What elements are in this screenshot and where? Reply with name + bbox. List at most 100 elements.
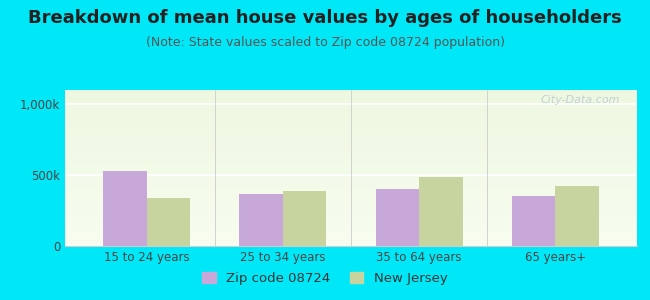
Bar bbox=[65, 169, 637, 170]
Bar bbox=[65, 142, 637, 143]
Bar bbox=[65, 226, 637, 227]
Bar bbox=[65, 114, 637, 115]
Legend: Zip code 08724, New Jersey: Zip code 08724, New Jersey bbox=[197, 267, 453, 290]
Bar bbox=[65, 197, 637, 198]
Bar bbox=[147, 198, 190, 246]
Bar bbox=[283, 191, 326, 246]
Bar bbox=[65, 219, 637, 220]
Bar bbox=[65, 208, 637, 209]
Bar bbox=[65, 231, 637, 232]
Bar bbox=[65, 116, 637, 117]
Bar bbox=[65, 183, 637, 184]
Bar bbox=[65, 113, 637, 114]
Bar bbox=[65, 189, 637, 190]
Bar bbox=[65, 108, 637, 109]
Bar bbox=[65, 146, 637, 147]
Bar bbox=[65, 222, 637, 223]
Bar bbox=[65, 147, 637, 148]
Bar bbox=[65, 241, 637, 242]
Bar bbox=[65, 203, 637, 204]
Bar bbox=[65, 178, 637, 179]
Bar bbox=[65, 128, 637, 129]
Bar bbox=[65, 229, 637, 230]
Bar bbox=[65, 151, 637, 152]
Bar bbox=[65, 196, 637, 197]
Bar bbox=[65, 165, 637, 166]
Bar bbox=[555, 186, 599, 246]
Bar bbox=[65, 155, 637, 156]
Bar bbox=[65, 144, 637, 145]
Bar bbox=[65, 122, 637, 123]
Bar bbox=[65, 125, 637, 126]
Text: Breakdown of mean house values by ages of householders: Breakdown of mean house values by ages o… bbox=[28, 9, 622, 27]
Bar bbox=[65, 136, 637, 137]
Bar bbox=[65, 223, 637, 224]
Bar bbox=[65, 244, 637, 245]
Bar bbox=[65, 164, 637, 165]
Bar bbox=[65, 99, 637, 100]
Bar bbox=[65, 243, 637, 244]
Bar bbox=[65, 214, 637, 215]
Bar bbox=[65, 221, 637, 222]
Bar bbox=[65, 172, 637, 173]
Bar bbox=[65, 145, 637, 146]
Bar bbox=[65, 217, 637, 218]
Bar bbox=[65, 206, 637, 207]
Bar bbox=[65, 238, 637, 239]
Bar bbox=[65, 194, 637, 195]
Bar bbox=[65, 185, 637, 186]
Bar bbox=[65, 134, 637, 135]
Bar bbox=[65, 121, 637, 122]
Bar bbox=[65, 163, 637, 164]
Bar bbox=[65, 216, 637, 217]
Bar bbox=[65, 150, 637, 151]
Bar bbox=[65, 149, 637, 150]
Bar bbox=[65, 157, 637, 158]
Bar bbox=[65, 153, 637, 154]
Bar bbox=[65, 182, 637, 183]
Bar bbox=[239, 194, 283, 246]
Bar bbox=[65, 117, 637, 118]
Bar bbox=[65, 233, 637, 234]
Bar bbox=[65, 109, 637, 110]
Bar bbox=[65, 213, 637, 214]
Bar bbox=[65, 133, 637, 134]
Bar bbox=[65, 103, 637, 104]
Bar bbox=[65, 104, 637, 105]
Bar bbox=[65, 166, 637, 167]
Text: City-Data.com: City-Data.com bbox=[540, 95, 620, 105]
Bar bbox=[65, 101, 637, 102]
Bar bbox=[65, 235, 637, 236]
Bar bbox=[419, 176, 463, 246]
Bar bbox=[65, 184, 637, 185]
Bar bbox=[65, 123, 637, 124]
Bar bbox=[65, 102, 637, 103]
Bar bbox=[65, 107, 637, 108]
Bar bbox=[65, 90, 637, 91]
Bar bbox=[65, 137, 637, 138]
Bar bbox=[65, 160, 637, 161]
Bar bbox=[65, 209, 637, 210]
Bar bbox=[65, 232, 637, 233]
Bar bbox=[65, 98, 637, 99]
Bar bbox=[65, 154, 637, 155]
Bar bbox=[65, 180, 637, 181]
Bar bbox=[65, 95, 637, 96]
Bar bbox=[65, 177, 637, 178]
Bar bbox=[65, 218, 637, 219]
Bar bbox=[65, 148, 637, 149]
Bar bbox=[65, 93, 637, 94]
Bar bbox=[65, 97, 637, 98]
Bar bbox=[65, 207, 637, 208]
Bar bbox=[65, 227, 637, 228]
Bar bbox=[65, 106, 637, 107]
Bar bbox=[65, 120, 637, 121]
Bar bbox=[65, 198, 637, 199]
Bar bbox=[65, 224, 637, 225]
Bar bbox=[65, 239, 637, 240]
Bar bbox=[65, 234, 637, 235]
Bar bbox=[65, 156, 637, 157]
Bar bbox=[65, 202, 637, 203]
Bar bbox=[65, 190, 637, 191]
Bar bbox=[65, 179, 637, 180]
